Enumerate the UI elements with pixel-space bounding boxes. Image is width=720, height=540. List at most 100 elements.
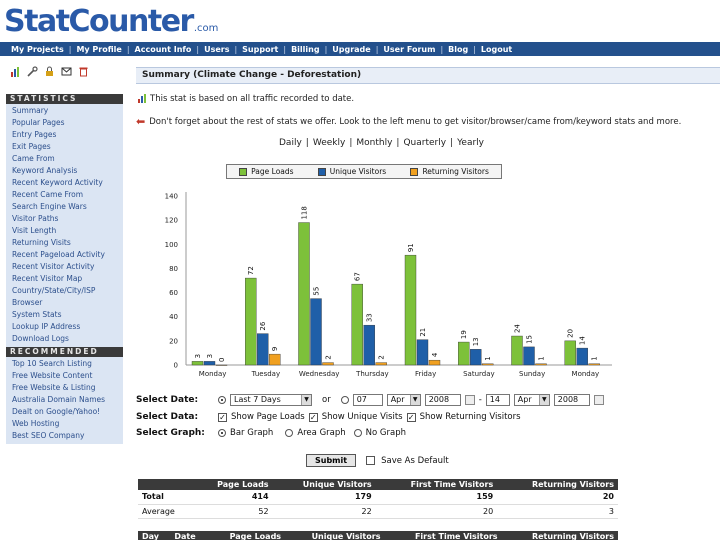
sidebar-item-recent-came-from[interactable]: Recent Came From <box>12 190 84 199</box>
sidebar-item-dealt-on-google-yahoo[interactable]: Dealt on Google/Yahoo! <box>12 407 101 416</box>
from-month-value: Apr <box>390 395 405 404</box>
returning-visitors-checkbox[interactable]: ✓ <box>406 412 416 422</box>
to-day-select[interactable]: 14 <box>485 394 510 406</box>
nav-blog[interactable]: Blog <box>448 44 469 54</box>
period-link-monthly[interactable]: Monthly <box>356 138 393 148</box>
bar-page-loads <box>458 341 470 366</box>
sidebar-item-visit-length[interactable]: Visit Length <box>12 226 57 235</box>
nav-separator: | <box>473 44 476 54</box>
nav-users[interactable]: Users <box>204 44 230 54</box>
table-cell: 159 <box>375 490 498 505</box>
sidebar-item-free-website-listing[interactable]: Free Website & Listing <box>12 383 96 392</box>
legend-item-returning-visitors: Returning Visitors <box>410 167 489 176</box>
lock-icon[interactable] <box>44 66 55 77</box>
sidebar-item-keyword-analysis[interactable]: Keyword Analysis <box>12 166 78 175</box>
sidebar-item-top-10-search-listing[interactable]: Top 10 Search Listing <box>12 359 92 368</box>
bar-chart-icon[interactable] <box>10 66 21 77</box>
bar-value-label: 72 <box>247 266 255 275</box>
nav-my-projects[interactable]: My Projects <box>11 44 64 54</box>
custom-date-radio[interactable] <box>340 396 349 404</box>
nav-separator: | <box>234 44 238 54</box>
y-tick-label: 20 <box>169 337 178 345</box>
nav-my-profile[interactable]: My Profile <box>76 44 122 54</box>
sidebar-item-recent-visitor-map[interactable]: Recent Visitor Map <box>12 274 83 283</box>
to-month-select[interactable]: Apr ▼ <box>513 394 550 406</box>
bar-graph-radio[interactable] <box>218 429 226 437</box>
sidebar-item-country-state-city-isp[interactable]: Country/State/City/ISP <box>12 286 96 295</box>
no-graph-radio[interactable] <box>353 429 362 437</box>
sidebar-item-australia-domain-names[interactable]: Australia Domain Names <box>12 395 106 404</box>
nav-logout[interactable]: Logout <box>480 44 513 54</box>
sidebar-item-popular-pages[interactable]: Popular Pages <box>12 118 65 127</box>
nav-user-forum[interactable]: User Forum <box>383 44 436 54</box>
sidebar-item-best-seo-company[interactable]: Best SEO Company <box>12 431 85 440</box>
sidebar-item-search-engine-wars[interactable]: Search Engine Wars <box>12 202 87 211</box>
nav-support[interactable]: Support <box>242 44 279 54</box>
sidebar-item-system-stats[interactable]: System Stats <box>12 310 62 319</box>
nav-account-info[interactable]: Account Info <box>134 44 192 54</box>
bar-returning-visitors <box>322 362 334 366</box>
bar-returning-visitors <box>535 363 547 366</box>
from-year-select[interactable]: 2008 <box>424 394 461 406</box>
row-label: Total <box>138 490 193 505</box>
date-range-select[interactable]: Last 7 Days ▼ <box>230 394 312 406</box>
sidebar-item-free-website-content[interactable]: Free Website Content <box>12 371 93 380</box>
column-header <box>138 479 193 490</box>
email-icon[interactable] <box>61 66 72 77</box>
bar-page-loads <box>511 335 523 366</box>
bar-returning-visitors <box>375 362 387 366</box>
period-link-daily[interactable]: Daily <box>279 138 302 148</box>
sidebar-item-came-from[interactable]: Came From <box>12 154 55 163</box>
table-cell: 52 <box>192 504 273 519</box>
unique-visits-label: Show Unique Visits <box>321 412 403 422</box>
page-loads-checkbox[interactable]: ✓ <box>218 412 227 422</box>
legend-item-unique-visitors: Unique Visitors <box>317 167 386 176</box>
sidebar-item-download-logs[interactable]: Download Logs <box>12 334 69 343</box>
from-month-select[interactable]: Apr ▼ <box>386 394 421 406</box>
period-separator: | <box>305 138 309 148</box>
calendar-icon[interactable] <box>464 395 475 405</box>
calendar-icon[interactable] <box>593 395 604 405</box>
to-year-select[interactable]: 2008 <box>553 394 590 406</box>
table-cell: 20 <box>375 504 498 519</box>
bar-value-label: 15 <box>526 335 534 344</box>
nav-upgrade[interactable]: Upgrade <box>332 44 371 54</box>
sidebar-item-returning-visits[interactable]: Returning Visits <box>12 238 71 247</box>
save-default-checkbox[interactable] <box>366 456 376 465</box>
sidebar-item-visitor-paths[interactable]: Visitor Paths <box>12 214 59 223</box>
row-label: Average <box>138 504 193 519</box>
period-links: Daily | Weekly | Monthly | Quarterly | Yearly <box>275 138 488 148</box>
bar-unique-visitors <box>470 349 482 366</box>
y-tick-label: 60 <box>169 289 178 297</box>
legend-label: Page Loads <box>251 167 294 176</box>
unique-visits-checkbox[interactable]: ✓ <box>308 412 318 422</box>
nav-separator: | <box>196 44 200 54</box>
nav-separator: | <box>324 44 328 54</box>
date-range-radio[interactable] <box>218 396 226 404</box>
table-cell: 20 <box>497 490 618 505</box>
sidebar-item-exit-pages[interactable]: Exit Pages <box>12 142 51 151</box>
sidebar-item-web-hosting[interactable]: Web Hosting <box>12 419 60 428</box>
period-link-yearly[interactable]: Yearly <box>457 138 484 148</box>
statcounter-logo[interactable]: StatCounter .com <box>4 2 218 38</box>
from-day-select[interactable]: 07 <box>352 394 383 406</box>
y-tick-label: 40 <box>169 313 178 321</box>
sidebar-item-lookup-ip-address[interactable]: Lookup IP Address <box>12 322 81 331</box>
sidebar-item-entry-pages[interactable]: Entry Pages <box>12 130 57 139</box>
bar-value-label: 21 <box>419 328 427 337</box>
submit-button[interactable]: Submit <box>306 454 357 467</box>
nav-billing[interactable]: Billing <box>291 44 320 54</box>
period-link-quarterly[interactable]: Quarterly <box>403 138 447 148</box>
table-cell: 22 <box>272 504 376 519</box>
bar-page-loads <box>404 254 417 366</box>
sidebar-item-browser[interactable]: Browser <box>12 298 43 307</box>
summary-table-header: Page Loads Unique Visitors First Time Visi… <box>138 479 618 490</box>
sidebar-item-recent-pageload-activity[interactable]: Recent Pageload Activity <box>12 250 105 259</box>
period-link-weekly[interactable]: Weekly <box>312 138 346 148</box>
area-graph-radio[interactable] <box>285 429 294 437</box>
tools-icon[interactable] <box>27 66 38 77</box>
sidebar-item-recent-keyword-activity[interactable]: Recent Keyword Activity <box>12 178 103 187</box>
sidebar-item-recent-visitor-activity[interactable]: Recent Visitor Activity <box>12 262 95 271</box>
sidebar-item-summary[interactable]: Summary <box>12 106 49 115</box>
trash-icon[interactable] <box>78 66 89 77</box>
